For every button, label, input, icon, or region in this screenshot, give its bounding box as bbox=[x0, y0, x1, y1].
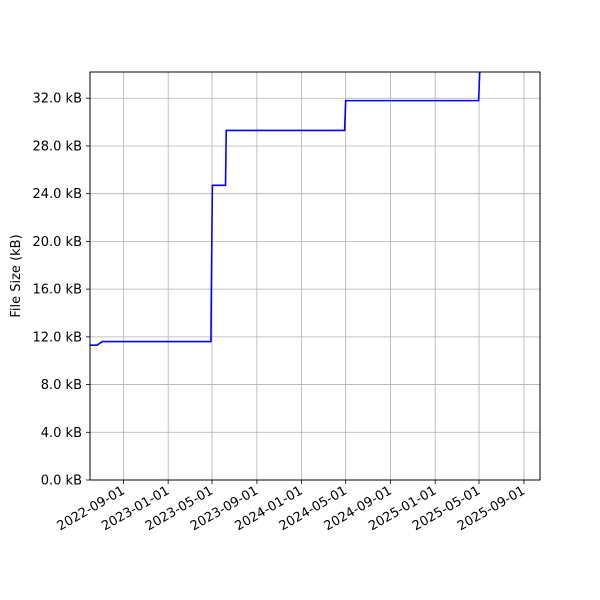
y-tick-label: 32.0 kB bbox=[32, 92, 82, 107]
y-tick-label: 12.0 kB bbox=[32, 330, 82, 345]
y-axis-label: File Size (kB) bbox=[9, 234, 24, 317]
x-axis: 2022-09-012023-01-012023-05-012023-09-01… bbox=[55, 480, 528, 534]
y-tick-label: 24.0 kB bbox=[32, 187, 82, 202]
grid-lines bbox=[90, 72, 540, 481]
y-axis: 0.0 kB 4.0 kB 8.0 kB 12.0 kB 16.0 kB 20.0 kB 2… bbox=[32, 92, 90, 489]
y-tick-label: 20.0 kB bbox=[32, 235, 82, 250]
y-tick-label: 8.0 kB bbox=[41, 378, 82, 393]
y-tick-label: 28.0 kB bbox=[32, 139, 82, 154]
y-tick-label: 16.0 kB bbox=[32, 283, 82, 298]
y-tick-label: 0.0 kB bbox=[41, 474, 82, 489]
series-line bbox=[90, 71, 481, 346]
plot-frame bbox=[89, 71, 541, 481]
series-lines bbox=[90, 71, 481, 346]
y-tick-label: 4.0 kB bbox=[41, 426, 82, 441]
